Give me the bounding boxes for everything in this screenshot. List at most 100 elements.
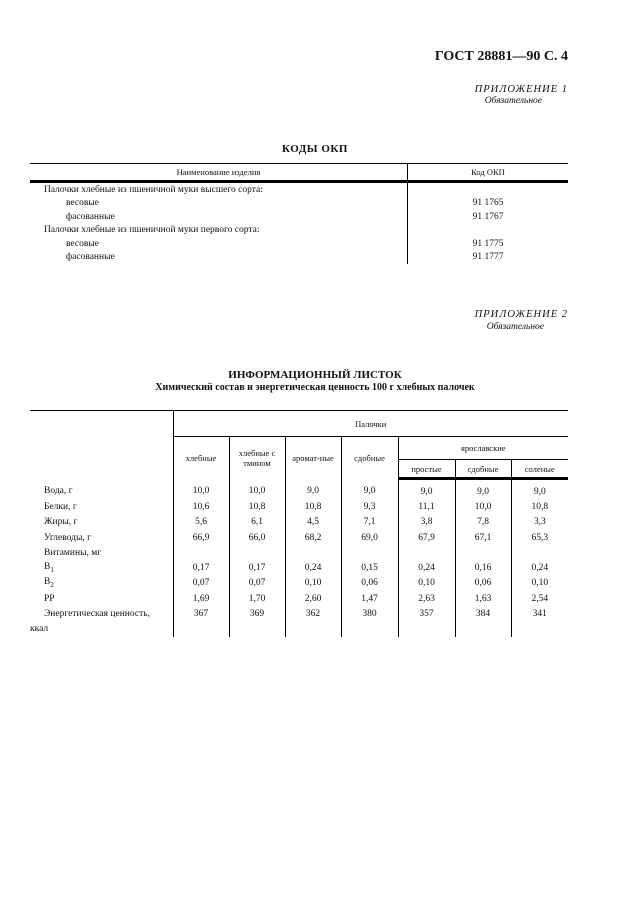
okp-code (407, 223, 568, 237)
appendix-2-title: ПРИЛОЖЕНИЕ 2 (474, 309, 568, 320)
table-row: фасованные 91 1777 (30, 250, 568, 264)
cell-value (172, 545, 229, 561)
product-name: фасованные (66, 211, 115, 222)
cell-value: 10,6 (172, 499, 229, 515)
cell-value: 11,1 (397, 499, 455, 515)
cell-value: 9,3 (340, 499, 398, 515)
cell-value (340, 621, 398, 637)
table-row: B2 0,07 0,07 0,10 0,06 0,10 0,06 0,10 (30, 575, 568, 592)
cell-value (172, 621, 229, 637)
document-header: ГОСТ 28881—90 С. 4 (434, 49, 568, 64)
row-label: PP (44, 593, 55, 604)
cell-value: 341 (510, 606, 568, 622)
cell-value: 0,07 (228, 575, 285, 592)
product-name: Палочки хлебные из пшеничной муки высшег… (44, 184, 263, 195)
cell-value (454, 621, 511, 637)
table-row: Палочки хлебные из пшеничной муки первог… (30, 223, 568, 237)
cell-value (340, 545, 398, 561)
cell-value: 367 (172, 606, 229, 622)
info-title: ИНФОРМАЦИОННЫЙ ЛИСТОК (228, 369, 402, 381)
cell-value: 0,10 (284, 575, 341, 592)
table-row: Палочки хлебные из пшеничной муки высшег… (30, 181, 568, 197)
cell-value: 65,3 (510, 529, 568, 546)
product-name: фасованные (66, 252, 115, 263)
cell-value: 3,3 (510, 514, 568, 530)
cell-value: 0,17 (228, 560, 285, 576)
cell-value: 10,8 (284, 499, 341, 515)
info-subtitle: Химический состав и энергетическая ценно… (155, 382, 475, 393)
cell-value: 9,0 (454, 478, 511, 500)
subgroup-header: ярославские (397, 436, 568, 460)
cell-value: 1,69 (172, 591, 229, 607)
cell-value (397, 545, 455, 561)
cell-value: 1,63 (454, 591, 511, 607)
cell-value (284, 621, 341, 637)
table-row: весовые 91 1765 (30, 196, 568, 210)
cell-value: 2,63 (397, 591, 455, 607)
cell-value: 2,60 (284, 591, 341, 607)
cell-value: 6,1 (228, 514, 285, 530)
cell-value: 0,24 (397, 560, 455, 576)
appendix-2-status: Обязательное (486, 322, 544, 332)
cell-value: 5,6 (172, 514, 229, 530)
okp-code: 91 1775 (407, 237, 568, 251)
cell-value: 7,1 (340, 514, 398, 530)
okp-title: КОДЫ ОКП (282, 143, 348, 155)
cell-value: 7,8 (454, 514, 511, 530)
table-row: фасованные 91 1767 (30, 210, 568, 224)
product-name: весовые (66, 198, 99, 209)
okp-header-name: Наименование изделия (30, 163, 408, 183)
row-label: ккал (30, 624, 49, 635)
row-label: Витамины, мг (44, 547, 102, 558)
cell-value: 384 (454, 606, 511, 622)
cell-value: 0,24 (284, 560, 341, 576)
cell-value: 66,0 (228, 529, 285, 546)
cell-value (228, 545, 285, 561)
cell-value: 9,0 (340, 478, 398, 500)
row-label: Энергетическая ценность, (44, 609, 150, 620)
cell-value: 66,9 (172, 529, 229, 546)
row-label: B1 (44, 562, 54, 575)
cell-value: 369 (228, 606, 285, 622)
cell-value: 69,0 (340, 529, 398, 546)
cell-value: 10,8 (510, 499, 568, 515)
table-row: ккал (30, 621, 568, 637)
cell-value: 1,47 (340, 591, 398, 607)
cell-value: 357 (397, 606, 455, 622)
appendix-1-title: ПРИЛОЖЕНИЕ 1 (474, 84, 568, 95)
cell-value: 3,8 (397, 514, 455, 530)
table-row: Жиры, г 5,6 6,1 4,5 7,1 3,8 7,8 3,3 (30, 514, 568, 530)
okp-table: Наименование изделия Код ОКП Палочки хлеб… (30, 163, 568, 264)
cell-value: 10,0 (228, 478, 285, 500)
cell-value: 10,0 (172, 478, 229, 500)
row-label: B2 (44, 577, 54, 590)
cell-value: 67,1 (454, 529, 511, 546)
row-label: Углеводы, г (44, 532, 92, 543)
cell-value: 0,15 (340, 560, 398, 576)
column-header: сдобные (454, 459, 511, 480)
table-row: Углеводы, г 66,9 66,0 68,2 69,0 67,9 67,1 65,3 (30, 529, 568, 546)
cell-value: 362 (284, 606, 341, 622)
row-label: Белки, г (44, 501, 77, 512)
cell-value: 2,54 (510, 591, 568, 607)
product-name: весовые (66, 238, 99, 249)
table-row: B1 0,17 0,17 0,24 0,15 0,24 0,16 0,24 (30, 560, 568, 576)
cell-value: 0,10 (510, 575, 568, 592)
okp-header-code: Код ОКП (407, 163, 568, 183)
appendix-1-status: Обязательное (484, 96, 542, 106)
table-row: PP 1,69 1,70 2,60 1,47 2,63 1,63 2,54 (30, 591, 568, 607)
column-header: аромат-ные (284, 436, 341, 479)
cell-value (228, 621, 285, 637)
cell-value (454, 545, 511, 561)
cell-value: 0,10 (397, 575, 455, 592)
cell-value: 4,5 (284, 514, 341, 530)
column-header: сдобные (340, 436, 398, 479)
cell-value (510, 545, 568, 561)
cell-value: 10,0 (454, 499, 511, 515)
row-label: Вода, г (44, 485, 73, 496)
cell-value: 67,9 (397, 529, 455, 546)
column-header: хлебные (172, 436, 229, 479)
table-row: Витамины, мг (30, 545, 568, 561)
cell-value: 0,06 (454, 575, 511, 592)
